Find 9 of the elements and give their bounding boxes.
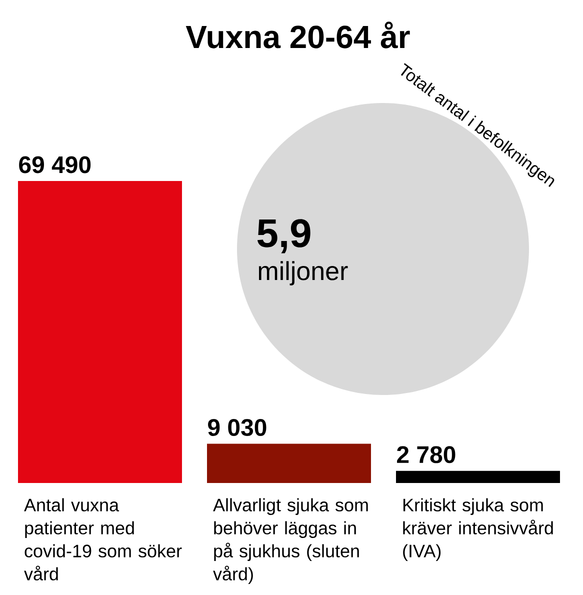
data-label: 69 490 [19, 156, 91, 174]
data-label: 2 780 [397, 446, 456, 464]
x-tick-label: Allvarligt sjuka som behöver läggas in på sjukhus (sluten vård) [213, 498, 368, 584]
x-tick-label: Antal vuxna patienter med covid-19 som söker vård [24, 498, 182, 580]
x-tick-label: Kritiskt sjuka som kräver intensivvård (IVA) [403, 498, 553, 561]
data-label: 9 030 [208, 419, 266, 436]
chart-title: Vuxna 20-64 år [186, 22, 410, 48]
annotation: miljoner [258, 261, 348, 286]
annotation: 5,9 [257, 219, 310, 254]
